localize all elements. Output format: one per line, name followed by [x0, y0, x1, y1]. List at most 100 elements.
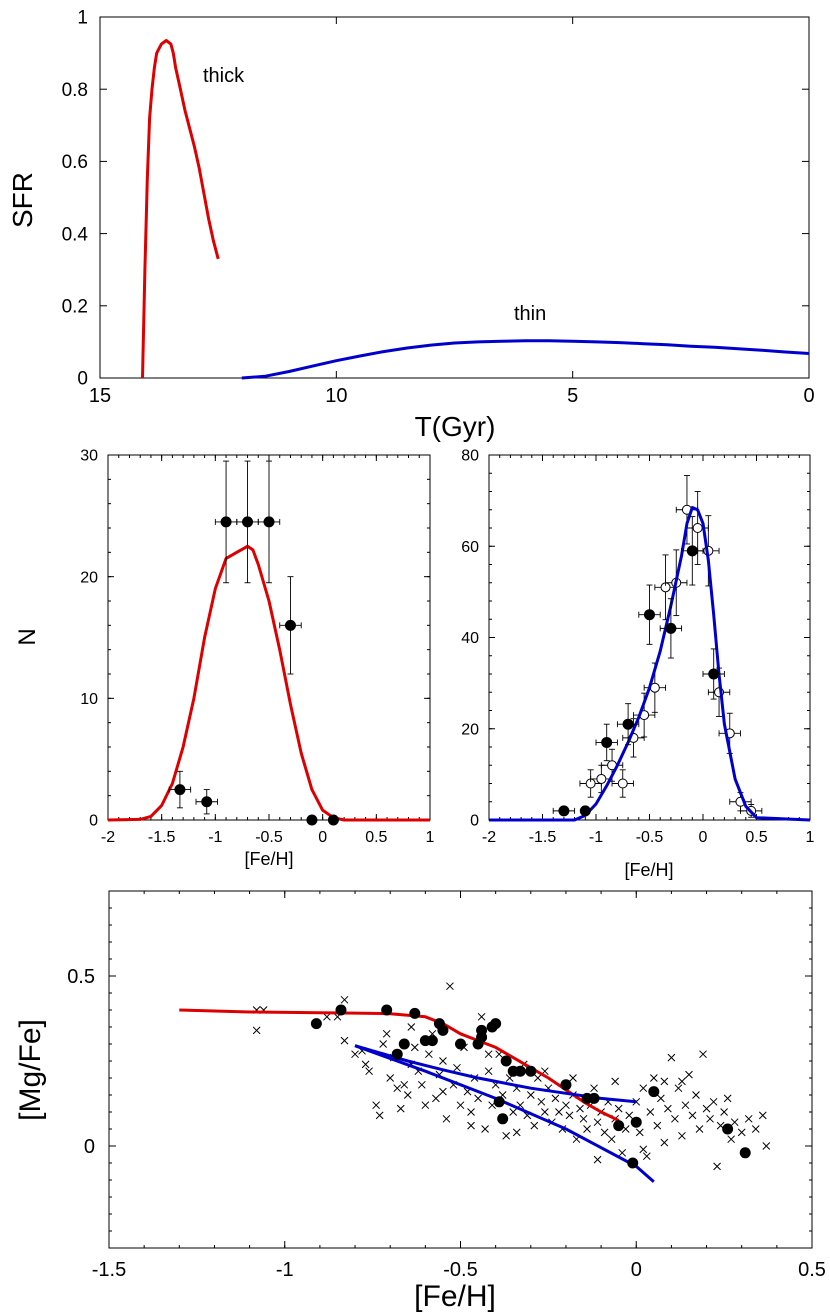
cross-data-point: [614, 1104, 623, 1113]
cross-data-point: [386, 1074, 395, 1082]
cross-data-point: [727, 1135, 736, 1144]
thick-label: thick: [203, 65, 245, 87]
x-tick-label: 1: [426, 829, 435, 846]
y-tick-label: 40: [461, 630, 479, 647]
cross-data-point: [723, 1094, 732, 1103]
cross-data-point: [365, 1067, 373, 1076]
y-tick-label: 0.6: [62, 152, 88, 173]
thin-filled-point: [622, 718, 634, 730]
thick-data-point: [306, 814, 318, 826]
filled-data-point: [493, 1096, 505, 1108]
y-tick-label: 60: [461, 539, 479, 556]
filled-data-point: [588, 1092, 600, 1104]
filled-data-point: [630, 1116, 642, 1128]
cross-data-point: [737, 1128, 746, 1137]
cross-data-point: [678, 1131, 686, 1140]
cross-data-point: [421, 1101, 430, 1110]
cross-data-point: [611, 1077, 620, 1086]
x-tick-label: 1: [806, 829, 815, 846]
x-tick-label: 0: [631, 1259, 642, 1281]
thick-data-point: [284, 619, 296, 631]
cross-data-point: [417, 1080, 426, 1089]
thin-filled-point: [686, 545, 698, 557]
cross-data-point: [484, 1067, 493, 1076]
cross-data-point: [576, 1104, 584, 1113]
filled-data-point: [722, 1123, 734, 1135]
cross-data-point: [379, 1040, 388, 1048]
cross-data-point: [541, 1108, 549, 1116]
cross-data-point: [537, 1097, 546, 1106]
y-tick-label: 0.2: [62, 296, 88, 317]
filled-data-point: [500, 1055, 512, 1067]
thin-filled-point: [558, 805, 570, 817]
cross-data-point: [439, 1087, 447, 1096]
filled-data-point: [409, 1007, 421, 1019]
x-tick-label: -1: [276, 1259, 294, 1281]
y-axis-label: [Mg/Fe]: [14, 1019, 47, 1121]
cross-data-point: [467, 1121, 475, 1130]
y-tick-label: 0: [470, 813, 479, 830]
y-tick-label: 0.5: [67, 966, 95, 988]
cross-data-point: [361, 1060, 370, 1069]
cross-data-point: [425, 1050, 433, 1059]
cross-data-point: [762, 1142, 771, 1150]
x-tick-label: -2: [482, 829, 496, 846]
x-tick-label: 5: [567, 385, 578, 407]
cross-data-point: [695, 1125, 704, 1133]
mgfe-thick-line: [179, 1008, 620, 1122]
cross-data-point: [671, 1114, 679, 1123]
thin-open-point: [692, 523, 703, 533]
cross-data-point: [667, 1053, 676, 1062]
y-tick-label: 0: [77, 369, 88, 390]
filled-data-point: [437, 1024, 449, 1036]
cross-data-point: [382, 1029, 391, 1038]
x-tick-label: 10: [325, 385, 347, 407]
cross-data-point: [323, 1012, 331, 1021]
cross-data-point: [664, 1104, 672, 1113]
x-axis-label: T(Gyr): [415, 411, 496, 442]
cross-data-point: [646, 1108, 655, 1116]
cross-data-point: [713, 1162, 721, 1171]
cross-data-point: [432, 1094, 440, 1103]
cross-data-point: [533, 1074, 542, 1082]
cross-data-point: [642, 1152, 651, 1161]
cross-data-point: [649, 1074, 658, 1082]
filled-data-point: [398, 1038, 410, 1050]
cross-data-point: [660, 1138, 669, 1147]
filled-data-point: [514, 1065, 526, 1077]
y-tick-label: 20: [80, 569, 98, 586]
cross-data-point: [653, 1121, 662, 1130]
cross-data-point: [674, 1084, 683, 1093]
cross-data-point: [467, 1108, 475, 1116]
cross-data-point: [442, 1114, 451, 1123]
x-tick-label: -0.5: [636, 829, 664, 846]
cross-data-point: [685, 1070, 693, 1079]
thick-data-point: [242, 516, 254, 528]
cross-data-point: [593, 1118, 602, 1127]
filled-data-point: [497, 1113, 509, 1125]
filled-data-point: [310, 1018, 322, 1030]
y-tick-label: 30: [80, 448, 98, 465]
x-tick-label: -1: [589, 829, 603, 846]
cross-data-point: [751, 1125, 760, 1133]
thick-data-point: [327, 814, 339, 826]
thick-data-point: [201, 796, 213, 808]
thin-filled-point: [665, 622, 677, 634]
thin-filled-point: [579, 805, 591, 817]
x-tick-label: 0.5: [745, 829, 767, 846]
filled-data-point: [426, 1035, 438, 1047]
cross-data-point: [484, 1050, 493, 1059]
cross-data-point: [692, 1091, 700, 1099]
cross-data-point: [730, 1118, 739, 1127]
cross-data-point: [660, 1077, 669, 1086]
filled-data-point: [525, 1065, 537, 1077]
cross-data-point: [502, 1131, 511, 1140]
cross-data-point: [351, 1050, 359, 1059]
cross-data-point: [407, 1023, 416, 1031]
cross-data-point: [639, 1084, 648, 1093]
y-tick-label: 0: [84, 1136, 95, 1158]
x-tick-label: -1: [208, 829, 222, 846]
cross-data-point: [410, 1043, 419, 1052]
filled-data-point: [648, 1086, 660, 1098]
